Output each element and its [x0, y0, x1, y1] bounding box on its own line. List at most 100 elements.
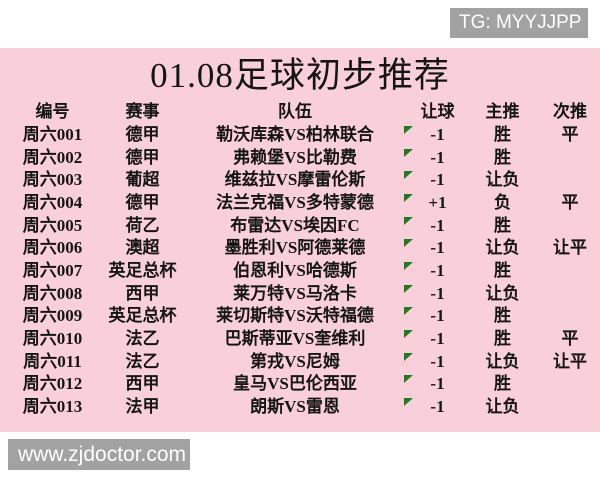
page-title: 01.08足球初步推荐: [150, 56, 450, 95]
table-row: 周六012 西甲 皇马VS巴伦西亚 -1 胜: [0, 373, 600, 396]
recommendation-panel: 01.08足球初步推荐 编号 赛事 队伍 让球 主推 次推 周六001 德甲 勒…: [0, 48, 600, 432]
cell-handicap: -1: [404, 283, 465, 303]
cell-teams: 墨胜利VS阿德莱德: [224, 238, 366, 258]
column-header-teams: 队伍: [278, 102, 312, 121]
green-corner-triangle-icon: [404, 261, 413, 270]
handicap-value: -1: [430, 170, 445, 190]
table-row: 周六004 德甲 法兰克福VS多特蒙德 +1 负 平: [0, 191, 600, 214]
handicap-value: -1: [430, 147, 445, 167]
cell-league: 荷乙: [125, 215, 160, 235]
cell-league: 英足总杯: [108, 260, 177, 280]
table-row: 周六010 法乙 巴斯蒂亚VS奎维利 -1 胜 平: [0, 327, 600, 350]
cell-teams: 巴斯蒂亚VS奎维利: [224, 329, 366, 349]
green-corner-triangle-icon: [404, 148, 413, 157]
cell-league: 西甲: [125, 283, 160, 303]
green-corner-triangle-icon: [404, 375, 413, 384]
telegram-badge: TG: MYYJJPP: [450, 8, 588, 38]
cell-main-pick: 负: [494, 192, 511, 212]
cell-secondary-pick: 让平: [553, 351, 587, 371]
cell-match-number: 周六005: [22, 215, 83, 235]
cell-teams: 布雷达VS埃因FC: [230, 215, 360, 235]
cell-handicap: +1: [404, 193, 465, 211]
cell-teams: 法兰克福VS多特蒙德: [216, 192, 374, 212]
handicap-value: -1: [430, 238, 445, 258]
handicap-value: -1: [430, 283, 445, 303]
cell-match-number: 周六012: [22, 374, 83, 394]
handicap-value: -1: [430, 329, 445, 349]
cell-secondary-pick: 平: [561, 124, 579, 144]
cell-match-number: 周六003: [22, 170, 83, 190]
cell-match-number: 周六006: [22, 238, 83, 258]
cell-handicap: -1: [404, 306, 465, 326]
handicap-value: -1: [430, 306, 445, 326]
cell-secondary-pick: 平: [561, 329, 579, 349]
cell-handicap: -1: [404, 238, 465, 258]
cell-secondary-pick: 平: [561, 192, 579, 212]
cell-league: 葡超: [125, 170, 160, 190]
table-row: 周六003 葡超 维兹拉VS摩雷伦斯 -1 让负: [0, 168, 600, 191]
cell-league: 法乙: [125, 351, 160, 371]
cell-teams: 皇马VS巴伦西亚: [233, 374, 357, 394]
cell-league: 英足总杯: [108, 306, 177, 326]
green-corner-triangle-icon: [404, 193, 413, 202]
cell-handicap: -1: [404, 352, 465, 370]
cell-main-pick: 胜: [494, 374, 511, 394]
website-badge-label: www.zjdoctor.com: [18, 443, 187, 466]
column-header-secondary-pick: 次推: [553, 102, 587, 121]
table-body: 周六001 德甲 勒沃库森VS柏林联合 -1 胜 平 周六002 德甲 弗赖堡V…: [0, 123, 600, 418]
cell-teams: 朗斯VS雷恩: [250, 397, 340, 417]
cell-league: 德甲: [125, 124, 160, 144]
green-corner-triangle-icon: [404, 171, 413, 180]
handicap-value: -1: [430, 260, 445, 280]
cell-handicap: -1: [404, 170, 465, 190]
cell-match-number: 周六008: [22, 283, 83, 303]
green-corner-triangle-icon: [404, 284, 413, 293]
column-header-main-pick: 主推: [485, 102, 520, 121]
cell-match-number: 周六007: [22, 260, 83, 280]
table-row: 周六011 法乙 第戎VS尼姆 -1 让负 让平: [0, 350, 600, 373]
cell-main-pick: 胜: [494, 124, 511, 144]
column-header-handicap: 让球: [420, 102, 455, 121]
table-row: 周六005 荷乙 布雷达VS埃因FC -1 胜: [0, 214, 600, 237]
cell-league: 法乙: [125, 329, 160, 349]
column-header-league: 赛事: [125, 102, 160, 121]
green-corner-triangle-icon: [404, 216, 413, 225]
green-corner-triangle-icon: [404, 352, 413, 361]
table-row: 周六002 德甲 弗赖堡VS比勒费 -1 胜: [0, 146, 600, 169]
green-corner-triangle-icon: [404, 239, 413, 248]
cell-league: 西甲: [125, 374, 160, 394]
table-header-row: 编号 赛事 队伍 让球 主推 次推: [0, 100, 600, 123]
table-row: 周六006 澳超 墨胜利VS阿德莱德 -1 让负 让平: [0, 236, 600, 259]
green-corner-triangle-icon: [404, 398, 413, 407]
cell-match-number: 周六001: [22, 124, 83, 144]
table-row: 周六009 英足总杯 莱切斯特VS沃特福德 -1 胜: [0, 305, 600, 328]
cell-main-pick: 胜: [494, 306, 511, 326]
table-row: 周六013 法甲 朗斯VS雷恩 -1 让负: [0, 395, 600, 418]
cell-handicap: -1: [404, 398, 465, 415]
cell-teams: 伯恩利VS哈德斯: [233, 260, 357, 280]
cell-teams: 弗赖堡VS比勒费: [233, 147, 357, 167]
cell-secondary-pick: 让平: [553, 238, 587, 258]
cell-main-pick: 胜: [494, 329, 511, 349]
table-row: 周六008 西甲 莱万特VS马洛卡 -1 让负: [0, 282, 600, 305]
cell-match-number: 周六002: [22, 147, 83, 167]
cell-match-number: 周六010: [22, 329, 83, 349]
cell-main-pick: 胜: [494, 147, 511, 167]
cell-handicap: -1: [404, 329, 465, 349]
cell-match-number: 周六009: [22, 306, 83, 326]
green-corner-triangle-icon: [404, 330, 413, 339]
cell-handicap: -1: [404, 147, 465, 167]
column-header-number: 编号: [35, 102, 70, 121]
cell-league: 德甲: [125, 192, 160, 212]
recommendation-table: 编号 赛事 队伍 让球 主推 次推 周六001 德甲 勒沃库森VS柏林联合 -1…: [0, 100, 600, 418]
cell-teams: 维兹拉VS摩雷伦斯: [224, 170, 366, 190]
website-badge: www.zjdoctor.com: [8, 439, 190, 470]
cell-handicap: -1: [404, 125, 465, 143]
cell-main-pick: 让负: [485, 170, 520, 190]
cell-teams: 第戎VS尼姆: [250, 351, 340, 371]
cell-match-number: 周六004: [22, 192, 83, 212]
handicap-value: -1: [430, 374, 445, 394]
cell-teams: 莱切斯特VS沃特福德: [216, 306, 374, 326]
cell-main-pick: 胜: [494, 260, 511, 280]
green-corner-triangle-icon: [404, 307, 413, 316]
